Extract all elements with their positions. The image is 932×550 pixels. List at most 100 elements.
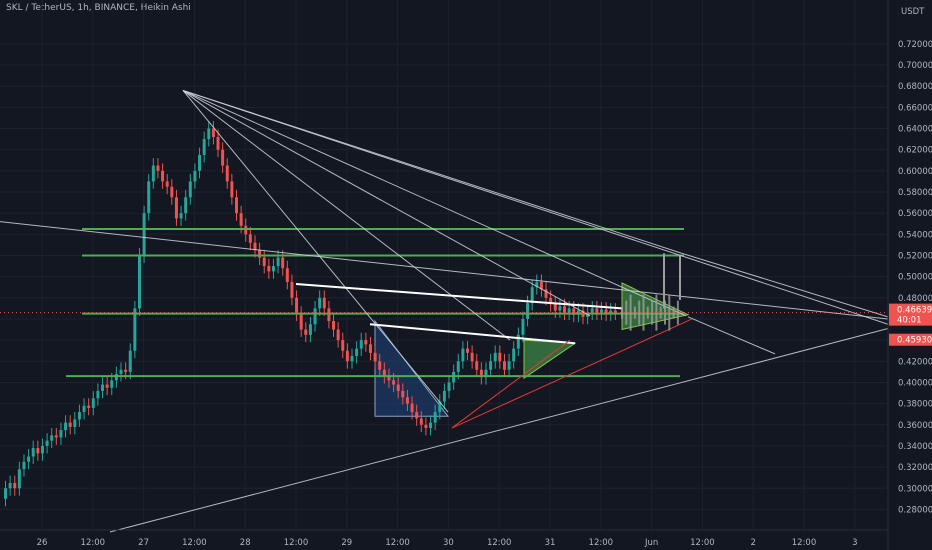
candle [336, 322, 340, 348]
trend-line [182, 90, 449, 413]
price-tick-label: 0.66000 [898, 103, 932, 113]
candle-body [285, 268, 289, 282]
candle-body [22, 461, 26, 470]
candle [221, 142, 225, 173]
candle-body [438, 401, 442, 413]
candle-body [456, 361, 460, 372]
candle [539, 274, 543, 297]
candle-body [313, 308, 317, 325]
candle [114, 366, 118, 388]
trend-line [687, 316, 776, 355]
candle-body [161, 170, 165, 182]
resistance-line [369, 323, 576, 345]
rising-support-line [451, 339, 571, 429]
time-axis[interactable]: 26 12:00 27 12:00 28 12:00 29 12:00 30 12:00 31 12:… [37, 538, 858, 548]
candle [170, 179, 174, 205]
price-tick-label: 0.58000 [898, 188, 932, 198]
candle-body [165, 181, 169, 187]
candle-body [216, 136, 220, 150]
candle-body [599, 309, 603, 313]
candle [447, 375, 451, 399]
candle-body [110, 380, 114, 388]
candle-body [211, 128, 215, 137]
candle [502, 353, 506, 378]
candle [295, 290, 299, 322]
candle-body [295, 297, 299, 314]
candle-body [184, 197, 188, 214]
candle-body [4, 488, 7, 499]
candle-body [378, 361, 382, 370]
candle [345, 343, 349, 369]
price-tick-label: 0.50000 [898, 273, 932, 283]
candle-body [345, 350, 349, 362]
price-tick-label: 0.30000 [898, 484, 932, 494]
candle-body [452, 371, 456, 383]
candle [599, 302, 603, 321]
candle-body [304, 329, 308, 335]
candle [544, 281, 548, 306]
time-tick-label: 26 [37, 538, 48, 548]
candle-body [36, 448, 40, 454]
candle-body [64, 422, 68, 431]
candle [456, 353, 460, 380]
candle [507, 353, 511, 378]
candle-body [271, 266, 275, 272]
time-tick-label: 28 [240, 538, 251, 548]
candle-body [364, 340, 368, 345]
chart-legend: SKL / TetherUS, 1h, BINANCE, Heikin Ashi [6, 3, 191, 13]
candle [438, 394, 442, 420]
candle-body [207, 128, 211, 140]
candle-body [40, 445, 44, 454]
candle [387, 368, 391, 388]
candle-body [221, 149, 225, 166]
candle-body [563, 306, 567, 313]
candle-body [355, 348, 359, 356]
candle-body [498, 352, 502, 362]
candles [4, 121, 617, 507]
candle-body [507, 361, 511, 370]
candle-body [105, 384, 109, 388]
candle-body [258, 250, 262, 258]
candle [151, 158, 155, 189]
candle-body [318, 297, 322, 309]
candle [64, 415, 68, 438]
time-tick-label: 29 [341, 538, 352, 548]
candle-body [82, 405, 86, 413]
candle-body [262, 257, 266, 267]
candle-body [512, 348, 516, 362]
candle [341, 332, 345, 359]
candle [308, 316, 312, 343]
price-tick-label: 0.70000 [898, 61, 932, 71]
candle [8, 475, 12, 496]
candle [105, 377, 109, 396]
candle-body [17, 469, 21, 489]
last-price-value: 0.46639 [897, 306, 932, 316]
time-tick-label: Jun [644, 538, 658, 548]
candle [470, 345, 474, 369]
price-tick-label: 0.60000 [898, 167, 932, 177]
candle [281, 250, 285, 276]
candle [604, 302, 608, 322]
candle-body [539, 281, 543, 290]
candle-body [429, 422, 433, 428]
candle [271, 258, 275, 279]
candle-body [341, 340, 345, 351]
price-tick-label: 0.72000 [898, 40, 932, 50]
candle-body [50, 435, 54, 441]
secondary-price-value: 0.45930 [897, 336, 932, 346]
candle [179, 205, 183, 226]
candle-body [54, 435, 58, 438]
candle-body [45, 440, 49, 446]
candle [31, 440, 35, 464]
candle-body [230, 181, 234, 198]
candle [327, 300, 331, 329]
candle [350, 348, 354, 369]
candle [401, 383, 405, 405]
candle-body [484, 369, 488, 378]
candle [530, 279, 534, 311]
candle [54, 427, 58, 445]
candle-body [544, 289, 548, 298]
price-tick-label: 0.56000 [898, 209, 932, 219]
